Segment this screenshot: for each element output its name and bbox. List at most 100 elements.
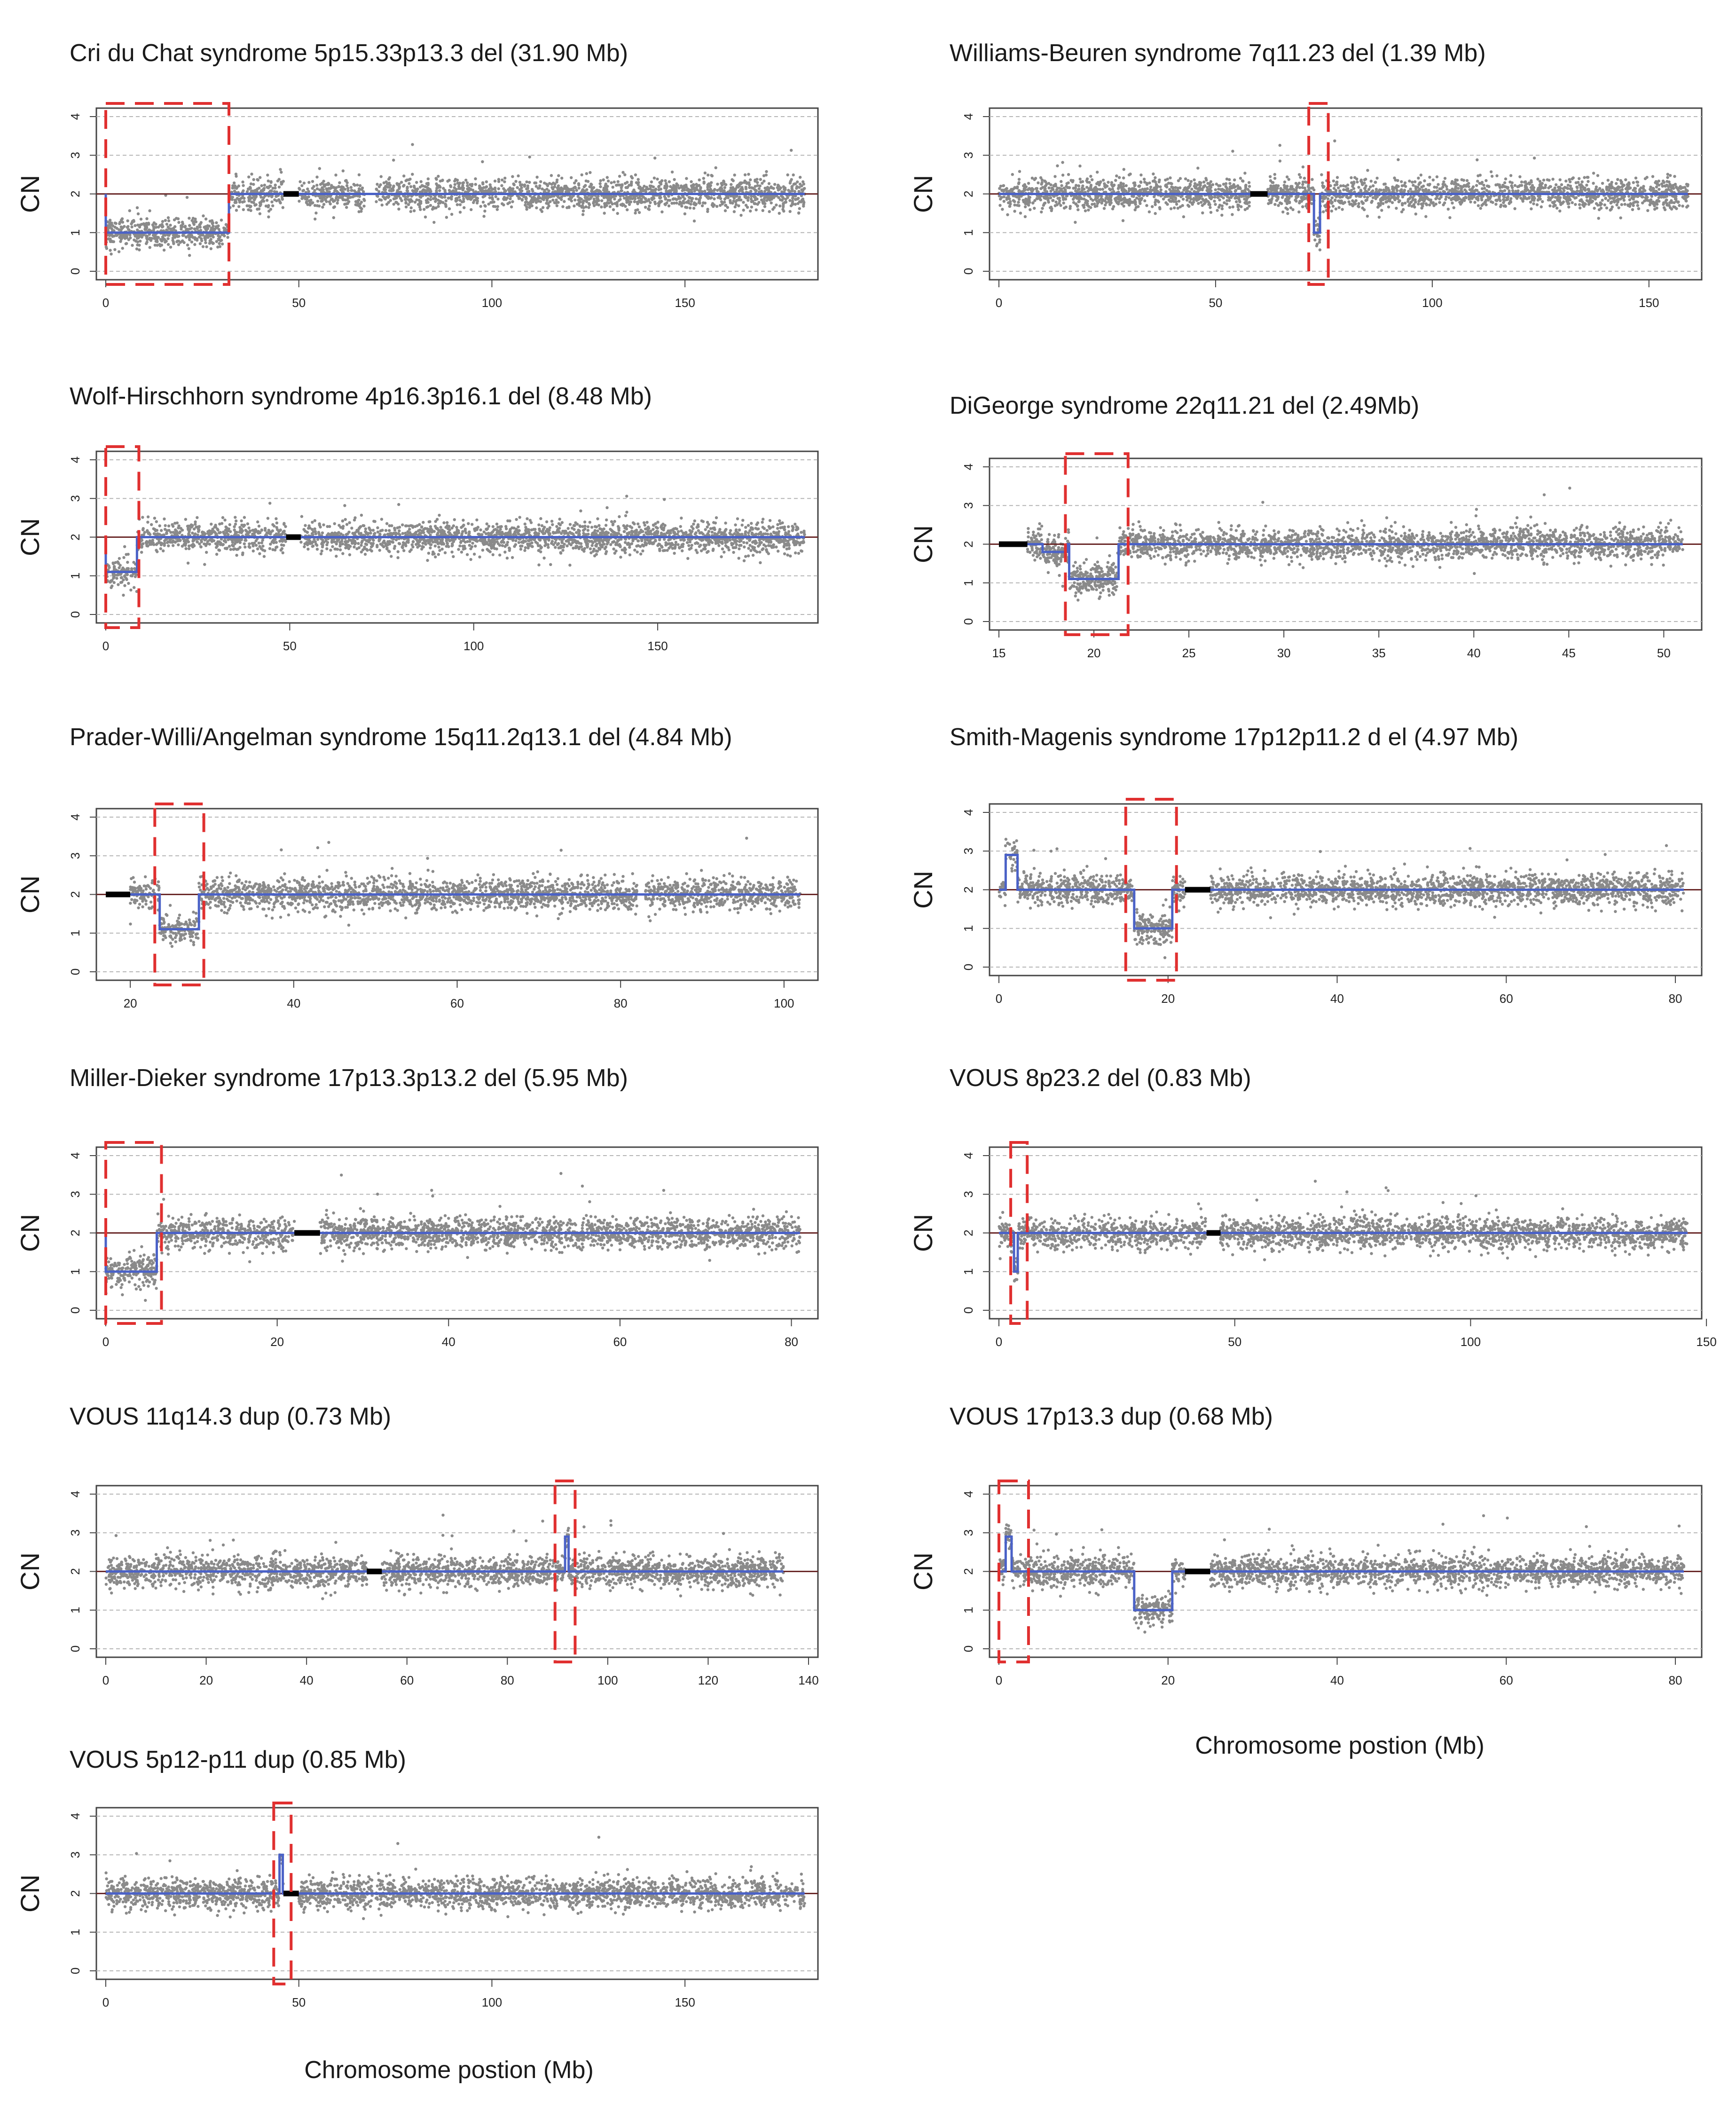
data-point <box>672 198 675 201</box>
data-point <box>535 206 538 209</box>
data-point <box>724 209 727 212</box>
data-point <box>427 177 430 180</box>
data-point <box>262 196 265 199</box>
data-point <box>1681 205 1684 207</box>
data-point <box>120 238 123 241</box>
data-point <box>481 160 484 163</box>
data-point <box>279 201 282 204</box>
data-point <box>683 202 685 205</box>
data-point <box>570 199 573 202</box>
data-point <box>447 197 450 199</box>
data-point <box>730 183 732 186</box>
data-point <box>1273 173 1276 176</box>
data-point <box>1542 179 1545 181</box>
y-tick-label: 2 <box>68 190 82 197</box>
data-point <box>668 205 670 207</box>
data-point <box>658 181 661 184</box>
data-point <box>483 195 486 197</box>
data-point <box>358 195 361 198</box>
data-point <box>678 200 681 203</box>
data-point <box>737 205 740 207</box>
data-point <box>698 184 700 187</box>
x-tick-label: 50 <box>292 296 306 310</box>
data-point <box>402 184 405 187</box>
data-point <box>1303 177 1306 180</box>
data-point <box>663 195 666 198</box>
data-point <box>376 195 379 197</box>
data-point <box>394 197 397 200</box>
data-point <box>698 179 701 181</box>
data-point <box>418 195 421 198</box>
data-point <box>134 240 137 243</box>
data-point <box>616 212 619 215</box>
data-point <box>1170 196 1172 199</box>
data-point <box>676 184 679 187</box>
data-point <box>1248 181 1250 184</box>
data-point <box>539 200 542 203</box>
data-point <box>307 181 310 184</box>
data-point <box>1624 178 1627 181</box>
data-point <box>531 189 534 192</box>
data-point <box>1530 179 1532 182</box>
data-point <box>1371 200 1374 203</box>
data-point <box>648 205 651 207</box>
data-point <box>1319 248 1321 251</box>
data-point <box>333 199 336 202</box>
data-point <box>482 201 485 204</box>
data-point <box>550 195 553 198</box>
data-point <box>782 202 785 205</box>
data-point <box>1152 173 1155 175</box>
y-tick-label: 1 <box>68 229 82 236</box>
data-point <box>482 215 485 218</box>
data-point <box>148 209 151 212</box>
data-point <box>405 197 408 200</box>
y-tick-label: 2 <box>961 190 975 197</box>
data-point <box>389 199 392 202</box>
data-point <box>616 205 619 207</box>
data-point <box>1528 182 1531 185</box>
data-point <box>1586 176 1588 179</box>
data-point <box>1031 177 1034 180</box>
data-point <box>802 205 805 207</box>
data-point <box>765 188 768 191</box>
data-point <box>699 202 701 205</box>
data-point <box>570 176 573 179</box>
data-point <box>619 195 621 197</box>
data-point <box>258 207 260 210</box>
data-point <box>573 205 575 207</box>
data-point <box>415 181 418 184</box>
data-point <box>701 190 704 193</box>
data-point <box>794 198 797 201</box>
data-point <box>330 186 333 189</box>
data-point <box>731 178 733 181</box>
data-point <box>186 196 189 199</box>
data-point <box>1335 207 1337 210</box>
data-point <box>740 181 743 184</box>
data-point <box>1567 205 1570 208</box>
data-point <box>185 236 188 238</box>
data-point <box>1037 181 1039 184</box>
data-point <box>1592 182 1595 185</box>
data-point <box>686 188 689 190</box>
data-point <box>411 143 414 146</box>
data-point <box>188 254 191 257</box>
data-point <box>1669 174 1672 177</box>
data-point <box>1074 221 1076 224</box>
data-point <box>176 240 179 243</box>
data-point <box>760 195 762 197</box>
data-point <box>1114 179 1117 182</box>
data-point <box>435 189 438 192</box>
cn-panel: Cri du Chat syndrome 5p15.33p13.3 del (3… <box>15 39 818 310</box>
data-point <box>1367 188 1370 191</box>
data-point <box>549 200 551 203</box>
data-point <box>336 202 339 205</box>
y-axis-label: CN <box>15 175 45 213</box>
data-point <box>1069 179 1072 182</box>
data-point <box>281 195 283 198</box>
data-point <box>633 196 636 198</box>
data-point <box>121 247 124 250</box>
data-point <box>746 206 749 209</box>
data-point <box>1503 204 1506 207</box>
data-point <box>1532 196 1535 198</box>
x-tick-label: 100 <box>482 296 502 310</box>
